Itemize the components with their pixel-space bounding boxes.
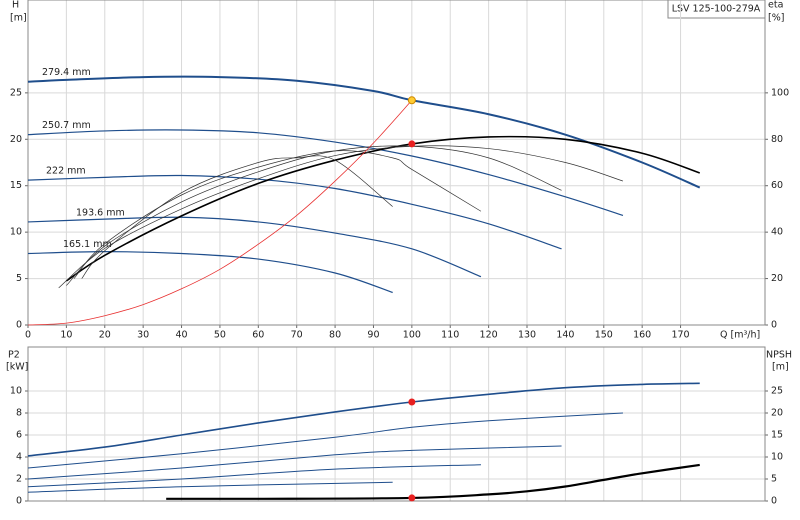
curve	[27, 412, 624, 469]
curve-label: 250.7 mm	[42, 120, 91, 131]
x-tick-label: 140	[556, 330, 574, 341]
y2-axis-label: eta	[768, 0, 783, 11]
y-axis-unit: [m]	[10, 13, 27, 24]
x-tick-label: 110	[441, 330, 459, 341]
curve	[27, 445, 562, 480]
curve	[27, 464, 481, 488]
y-tick-label: 4	[16, 452, 22, 463]
plot-frame	[27, 346, 766, 502]
curve	[27, 100, 413, 326]
x-tick-label: 100	[403, 330, 421, 341]
curve	[65, 135, 701, 282]
curve	[166, 463, 700, 500]
operating-point	[407, 96, 416, 105]
x-tick-label: 10	[60, 330, 72, 341]
y-tick-label: 25	[10, 87, 22, 98]
y2-tick-label: 80	[771, 134, 783, 145]
y2-tick-label: 60	[771, 180, 783, 191]
x-tick-label: 170	[671, 330, 689, 341]
y2-axis-label: NPSH	[766, 350, 792, 361]
y-tick-label: 2	[16, 474, 22, 485]
curve	[27, 216, 482, 278]
x-tick-label: 120	[480, 330, 498, 341]
y-tick-label: 20	[10, 134, 22, 145]
curve	[27, 129, 624, 217]
y2-tick-label: 20	[771, 408, 783, 419]
curve	[58, 145, 624, 289]
y-tick-label: 10	[10, 386, 22, 397]
x-tick-label: 0	[25, 330, 31, 341]
y2-tick-label: 15	[771, 430, 783, 441]
curve-label: 165.1 mm	[63, 239, 112, 250]
y2-tick-label: 100	[771, 87, 789, 98]
y-tick-label: 8	[16, 408, 22, 419]
curve	[66, 145, 562, 286]
x-axis-label: Q [m³/h]	[720, 330, 760, 341]
operating-point	[408, 140, 416, 148]
y-tick-label: 10	[10, 227, 22, 238]
curve-label: 222 mm	[46, 166, 86, 177]
curve	[81, 155, 393, 279]
curve	[27, 251, 393, 294]
x-tick-label: 80	[329, 330, 341, 341]
x-tick-label: 40	[175, 330, 187, 341]
curve	[73, 150, 482, 279]
x-tick-label: 50	[214, 330, 226, 341]
y-tick-label: 0	[16, 320, 22, 331]
y-axis-label: H	[12, 0, 19, 11]
y2-tick-label: 10	[771, 452, 783, 463]
plot-frame	[27, 0, 766, 326]
y2-tick-label: 40	[771, 227, 783, 238]
curve	[27, 174, 562, 250]
x-tick-label: 160	[633, 330, 651, 341]
y-tick-label: 6	[16, 430, 22, 441]
x-tick-label: 30	[137, 330, 149, 341]
x-tick-label: 130	[518, 330, 536, 341]
y2-tick-label: 0	[771, 496, 777, 507]
y2-tick-label: 25	[771, 386, 783, 397]
operating-point	[408, 494, 416, 502]
model-title: LSV 125-100-279A	[672, 4, 761, 15]
curve-label: 193.6 mm	[76, 207, 125, 218]
y2-axis-unit: [m]	[772, 362, 789, 373]
operating-point	[408, 398, 416, 406]
x-tick-label: 70	[291, 330, 303, 341]
y2-tick-label: 20	[771, 273, 783, 284]
curve	[27, 382, 700, 457]
x-tick-label: 150	[595, 330, 613, 341]
y-tick-label: 5	[16, 273, 22, 284]
curve	[27, 481, 393, 493]
y2-axis-unit: [%]	[768, 13, 784, 24]
x-tick-label: 20	[99, 330, 111, 341]
y-tick-label: 0	[16, 496, 22, 507]
x-tick-label: 60	[252, 330, 264, 341]
curve-label: 279.4 mm	[42, 67, 91, 78]
y2-tick-label: 5	[771, 474, 777, 485]
y2-tick-label: 0	[771, 320, 777, 331]
x-tick-label: 90	[367, 330, 379, 341]
y-tick-label: 15	[10, 180, 22, 191]
y-axis-unit: [kW]	[6, 362, 28, 373]
y-axis-label: P2	[8, 350, 20, 361]
